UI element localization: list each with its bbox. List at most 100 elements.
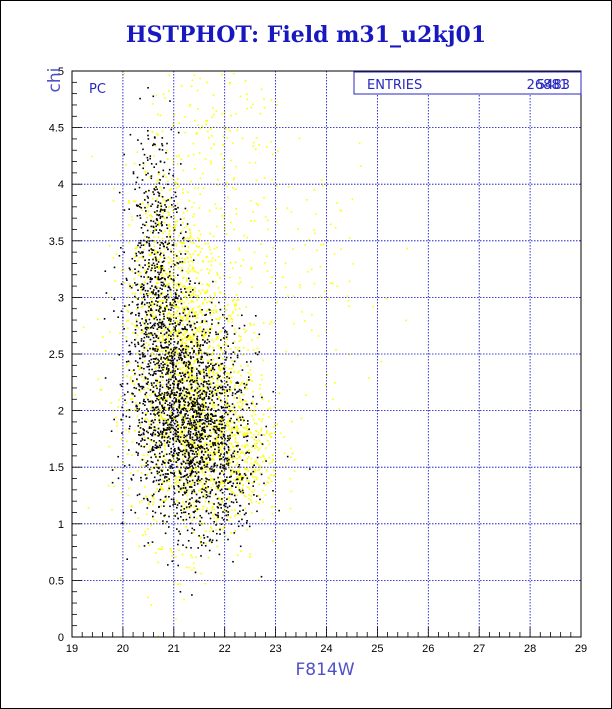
- scatter-point: [186, 489, 188, 492]
- scatter-point: [246, 403, 249, 406]
- scatter-point: [316, 249, 318, 251]
- scatter-point: [149, 500, 152, 503]
- scatter-point: [186, 388, 189, 391]
- scatter-point: [269, 407, 271, 409]
- scatter-point: [190, 256, 192, 259]
- scatter-point: [289, 477, 291, 480]
- scatter-point: [208, 444, 210, 447]
- scatter-point: [183, 217, 185, 220]
- scatter-point: [217, 404, 220, 406]
- scatter-point: [207, 420, 209, 423]
- scatter-point: [158, 490, 160, 493]
- scatter-point: [227, 320, 230, 322]
- scatter-point: [156, 179, 159, 182]
- scatter-point: [212, 514, 214, 516]
- scatter-point: [246, 461, 249, 464]
- scatter-point: [178, 332, 180, 334]
- scatter-point: [202, 328, 205, 331]
- scatter-point: [169, 257, 172, 260]
- scatter-point: [263, 98, 265, 100]
- scatter-point: [169, 274, 171, 276]
- scatter-point: [170, 450, 172, 453]
- scatter-point: [177, 386, 179, 388]
- scatter-point: [135, 402, 137, 404]
- scatter-point: [167, 444, 170, 446]
- scatter-point: [188, 394, 190, 397]
- scatter-point: [235, 513, 237, 516]
- scatter-point: [178, 441, 181, 443]
- scatter-point: [159, 394, 162, 396]
- scatter-point: [148, 438, 150, 440]
- scatter-point: [162, 404, 165, 406]
- scatter-point: [153, 236, 155, 238]
- scatter-point: [188, 456, 191, 458]
- scatter-point: [196, 372, 198, 375]
- scatter-point: [165, 379, 168, 382]
- scatter-point: [208, 340, 211, 343]
- scatter-point: [146, 408, 148, 410]
- scatter-point: [189, 472, 192, 475]
- scatter-point: [149, 448, 151, 451]
- scatter-point: [153, 361, 155, 363]
- scatter-point: [219, 277, 221, 279]
- scatter-point: [256, 347, 259, 350]
- scatter-point: [170, 390, 173, 393]
- scatter-point: [219, 465, 222, 468]
- scatter-point: [258, 439, 261, 442]
- scatter-point: [169, 313, 172, 316]
- scatter-point: [160, 256, 162, 258]
- scatter-point: [172, 387, 175, 389]
- scatter-point: [193, 360, 196, 363]
- scatter-point: [191, 489, 193, 491]
- scatter-point: [181, 453, 184, 456]
- scatter-point: [217, 514, 219, 517]
- scatter-point: [184, 349, 187, 352]
- scatter-point: [199, 404, 202, 407]
- scatter-point: [146, 277, 148, 279]
- scatter-point: [163, 328, 166, 330]
- scatter-point: [230, 159, 232, 162]
- scatter-point: [224, 479, 227, 481]
- scatter-point: [193, 567, 196, 569]
- scatter-point: [150, 332, 152, 334]
- scatter-point: [188, 336, 191, 339]
- scatter-point: [166, 429, 168, 431]
- scatter-point: [209, 269, 211, 272]
- scatter-point: [169, 459, 171, 461]
- scatter-point: [200, 392, 202, 395]
- scatter-point: [220, 435, 223, 438]
- scatter-point: [223, 459, 226, 461]
- scatter-point: [168, 206, 170, 208]
- scatter-point: [171, 429, 173, 431]
- scatter-point: [175, 355, 178, 357]
- scatter-point: [251, 401, 254, 403]
- scatter-point: [185, 474, 188, 476]
- scatter-point: [186, 256, 188, 259]
- scatter-point: [167, 158, 169, 160]
- scatter-point: [149, 450, 152, 453]
- scatter-point: [134, 268, 136, 270]
- scatter-point: [184, 376, 186, 378]
- scatter-point: [159, 305, 162, 307]
- scatter-point: [226, 376, 228, 378]
- scatter-point: [246, 379, 249, 382]
- scatter-point: [145, 421, 148, 423]
- scatter-point: [206, 462, 209, 464]
- scatter-point: [297, 228, 299, 230]
- scatter-point: [185, 507, 188, 510]
- scatter-point: [215, 372, 218, 375]
- scatter-point: [144, 445, 147, 447]
- scatter-point: [142, 330, 144, 332]
- scatter-point: [194, 571, 197, 574]
- scatter-point: [218, 423, 221, 426]
- scatter-point: [196, 358, 199, 360]
- scatter-point: [164, 448, 166, 451]
- scatter-point: [152, 496, 154, 499]
- scatter-point: [213, 429, 216, 431]
- scatter-point: [172, 316, 175, 318]
- scatter-point: [218, 553, 221, 556]
- scatter-point: [204, 419, 206, 422]
- scatter-point: [206, 386, 209, 389]
- scatter-point: [209, 402, 211, 405]
- scatter-point: [138, 312, 141, 315]
